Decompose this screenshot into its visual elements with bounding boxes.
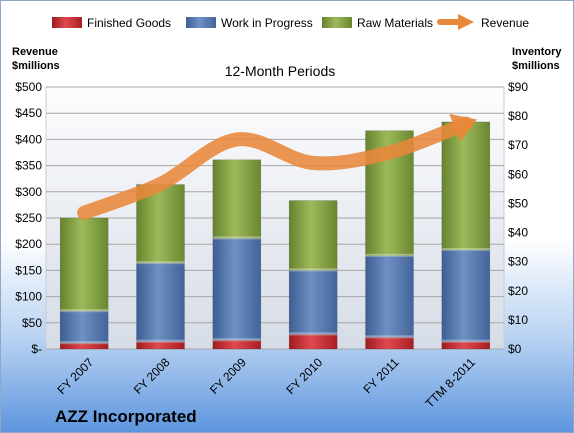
legend: Finished Goods Work in Progress Raw Mate… bbox=[52, 14, 529, 30]
bar-finished-goods bbox=[288, 334, 338, 350]
left-tick-label: $400 bbox=[15, 132, 42, 146]
revenue-line-group bbox=[77, 113, 478, 220]
right-tick-label: $60 bbox=[508, 167, 528, 181]
bar-work-in-progress bbox=[441, 249, 491, 342]
legend-swatch-revenue bbox=[437, 14, 474, 30]
right-tick-label: $90 bbox=[508, 80, 528, 94]
bar-separator bbox=[136, 339, 185, 343]
bar-separator bbox=[212, 236, 261, 240]
bar-finished-goods bbox=[212, 340, 262, 350]
right-tick-label: $20 bbox=[508, 284, 528, 298]
legend-label-finished-goods: Finished Goods bbox=[87, 16, 171, 30]
left-tick-label: $350 bbox=[15, 159, 42, 173]
bar-separator bbox=[365, 253, 414, 257]
bar-separator bbox=[212, 338, 261, 342]
bar-separator bbox=[441, 339, 490, 343]
bar-work-in-progress bbox=[212, 238, 262, 341]
left-axis-title-line2: $millions bbox=[12, 60, 60, 72]
left-tick-label: $250 bbox=[15, 211, 42, 225]
left-tick-label: $450 bbox=[15, 106, 42, 120]
legend-label-raw-materials: Raw Materials bbox=[357, 16, 433, 30]
bar-work-in-progress bbox=[59, 310, 109, 344]
left-tick-label: $300 bbox=[15, 185, 42, 199]
legend-swatch-raw-materials bbox=[322, 17, 352, 28]
right-axis-ticks: $0 $10 $20 $30 $40 $50 $60 $70 $80 $90 bbox=[508, 80, 528, 356]
revenue-arrowhead bbox=[449, 113, 478, 142]
right-tick-label: $50 bbox=[508, 196, 528, 210]
chart-title: 12-Month Periods bbox=[225, 63, 336, 79]
legend-swatch-finished-goods bbox=[52, 17, 82, 28]
bar-raw-materials bbox=[441, 121, 491, 251]
bar-separator bbox=[289, 268, 338, 272]
bar-separator bbox=[60, 309, 109, 313]
right-axis-title-line2: $millions bbox=[512, 60, 560, 72]
bar-work-in-progress bbox=[136, 262, 185, 342]
left-tick-label: $100 bbox=[15, 290, 42, 304]
right-tick-label: $80 bbox=[508, 109, 528, 123]
right-axis-title-line1: Inventory bbox=[512, 46, 562, 58]
bar-work-in-progress bbox=[288, 270, 338, 335]
bar-raw-materials bbox=[212, 159, 262, 239]
bar-finished-goods bbox=[365, 337, 414, 350]
right-tick-label: $30 bbox=[508, 255, 528, 269]
bar-separator bbox=[441, 248, 490, 252]
left-axis-title-line1: Revenue bbox=[12, 46, 58, 58]
legend-label-work-in-progress: Work in Progress bbox=[221, 16, 313, 30]
bar-separator bbox=[60, 341, 109, 345]
legend-swatch-work-in-progress bbox=[186, 17, 216, 28]
right-tick-label: $0 bbox=[508, 342, 522, 356]
left-tick-label: $50 bbox=[22, 316, 42, 330]
bar-separator bbox=[289, 332, 338, 336]
bar-raw-materials bbox=[59, 217, 109, 312]
right-tick-label: $10 bbox=[508, 313, 528, 327]
legend-label-revenue: Revenue bbox=[481, 16, 529, 30]
right-tick-label: $70 bbox=[508, 138, 528, 152]
right-tick-label: $40 bbox=[508, 226, 528, 240]
bar-raw-materials bbox=[288, 200, 338, 271]
revenue-line bbox=[77, 116, 473, 220]
bar-work-in-progress bbox=[365, 255, 414, 338]
left-tick-label: $150 bbox=[15, 263, 42, 277]
bar-finished-goods bbox=[136, 341, 185, 350]
left-tick-label: $500 bbox=[15, 80, 42, 94]
left-tick-label: $- bbox=[31, 342, 42, 356]
bar-separator bbox=[136, 261, 185, 265]
company-name: AZZ Incorporated bbox=[55, 407, 197, 426]
bar-separator bbox=[365, 335, 414, 339]
left-axis-ticks: $- $50 $100 $150 $200 $250 $300 $350 $400 $450 $50… bbox=[15, 80, 42, 356]
bars bbox=[59, 121, 491, 350]
left-tick-label: $200 bbox=[15, 237, 42, 251]
bar-finished-goods bbox=[441, 341, 491, 350]
